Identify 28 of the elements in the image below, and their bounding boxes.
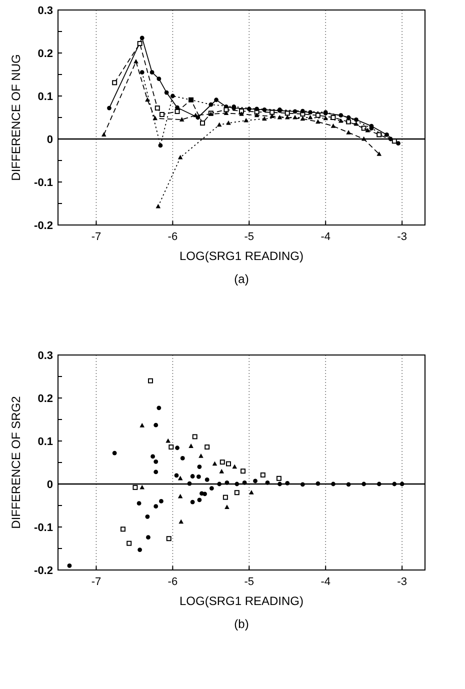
- y-tick-label: 0.2: [38, 393, 53, 405]
- text: (a): [234, 272, 249, 286]
- x-tick-label: -7: [91, 231, 102, 243]
- x-axis-title: LOG(SRG1 READING): [179, 249, 304, 263]
- x-tick-label: -7: [91, 576, 102, 588]
- y-tick-label: -0.1: [34, 177, 53, 189]
- y-tick-label: 0: [46, 134, 53, 146]
- y-tick-label: 0.3: [38, 350, 53, 362]
- x-tick-label: -5: [244, 231, 254, 243]
- y-tick-label: -0.2: [34, 220, 53, 232]
- y-tick-label: 0.2: [38, 48, 53, 60]
- x-tick-label: -6: [168, 576, 178, 588]
- text: (b): [234, 617, 249, 631]
- y-tick-label: 0: [46, 479, 53, 491]
- y-tick-label: -0.2: [34, 565, 53, 577]
- x-tick-label: -5: [244, 576, 254, 588]
- y-tick-label: 0.1: [38, 436, 53, 448]
- y-axis-title: DIFFERENCE OF NUG: [9, 54, 23, 181]
- x-tick-label: -3: [397, 231, 407, 243]
- y-tick-label: 0.3: [38, 5, 53, 17]
- y-axis-title: DIFFERENCE OF SRG2: [9, 396, 23, 529]
- x-tick-label: -4: [320, 231, 330, 243]
- y-tick-label: -0.1: [34, 522, 53, 534]
- x-tick-label: -6: [168, 231, 178, 243]
- x-axis-title: LOG(SRG1 READING): [179, 594, 304, 608]
- x-tick-label: -3: [397, 576, 407, 588]
- x-tick-label: -4: [320, 576, 330, 588]
- y-tick-label: 0.1: [38, 91, 53, 103]
